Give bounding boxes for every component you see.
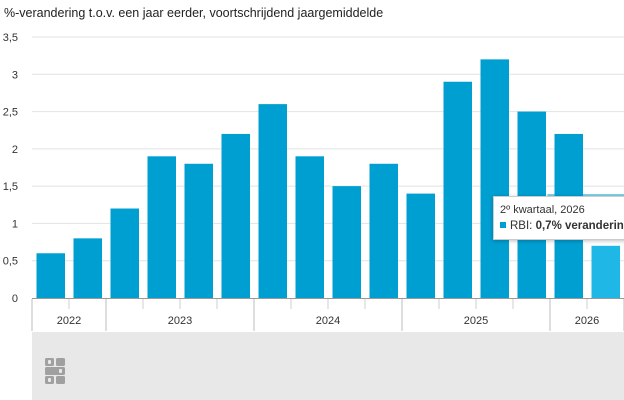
y-tick-label: 2	[12, 144, 18, 156]
bar	[591, 245, 620, 298]
x-year-label: 2023	[168, 315, 192, 327]
bar	[258, 104, 287, 298]
y-tick-label: 1,5	[3, 181, 18, 193]
y-tick-label: 1	[12, 218, 18, 230]
bar	[443, 81, 472, 298]
bar	[147, 156, 176, 298]
y-tick-label: 3,5	[3, 32, 18, 44]
bar	[295, 156, 324, 298]
x-year-label: 2026	[575, 315, 599, 327]
cbs-logo-icon	[45, 358, 65, 384]
bar	[36, 253, 65, 298]
tooltip-series-swatch	[500, 222, 506, 228]
y-tick-label: 0,5	[3, 256, 18, 268]
y-tick-label: 2,5	[3, 107, 18, 119]
x-year-label: 2025	[464, 315, 488, 327]
y-tick-label: 0	[12, 293, 18, 305]
tooltip-period: 2º kwartaal, 2026	[500, 204, 585, 216]
bar	[369, 163, 398, 298]
bar	[332, 186, 361, 298]
x-year-label: 2024	[316, 315, 340, 327]
bar	[480, 59, 509, 298]
chart-title: %-verandering t.o.v. een jaar eerder, vo…	[4, 6, 384, 20]
tooltip-value-row: RBI: 0,7% verandering	[500, 220, 624, 232]
tooltip-value: 0,7% verandering	[535, 220, 624, 232]
bar	[406, 193, 435, 298]
bar	[221, 133, 250, 298]
footer-band	[32, 332, 624, 400]
tooltip-series-label: RBI:	[510, 220, 533, 232]
chart-tooltip: 2º kwartaal, 2026 RBI: 0,7% verandering	[493, 196, 624, 240]
bar	[110, 208, 139, 298]
bar	[184, 163, 213, 298]
y-tick-label: 3	[12, 69, 18, 81]
bar	[73, 238, 102, 298]
x-year-label: 2022	[57, 315, 81, 327]
